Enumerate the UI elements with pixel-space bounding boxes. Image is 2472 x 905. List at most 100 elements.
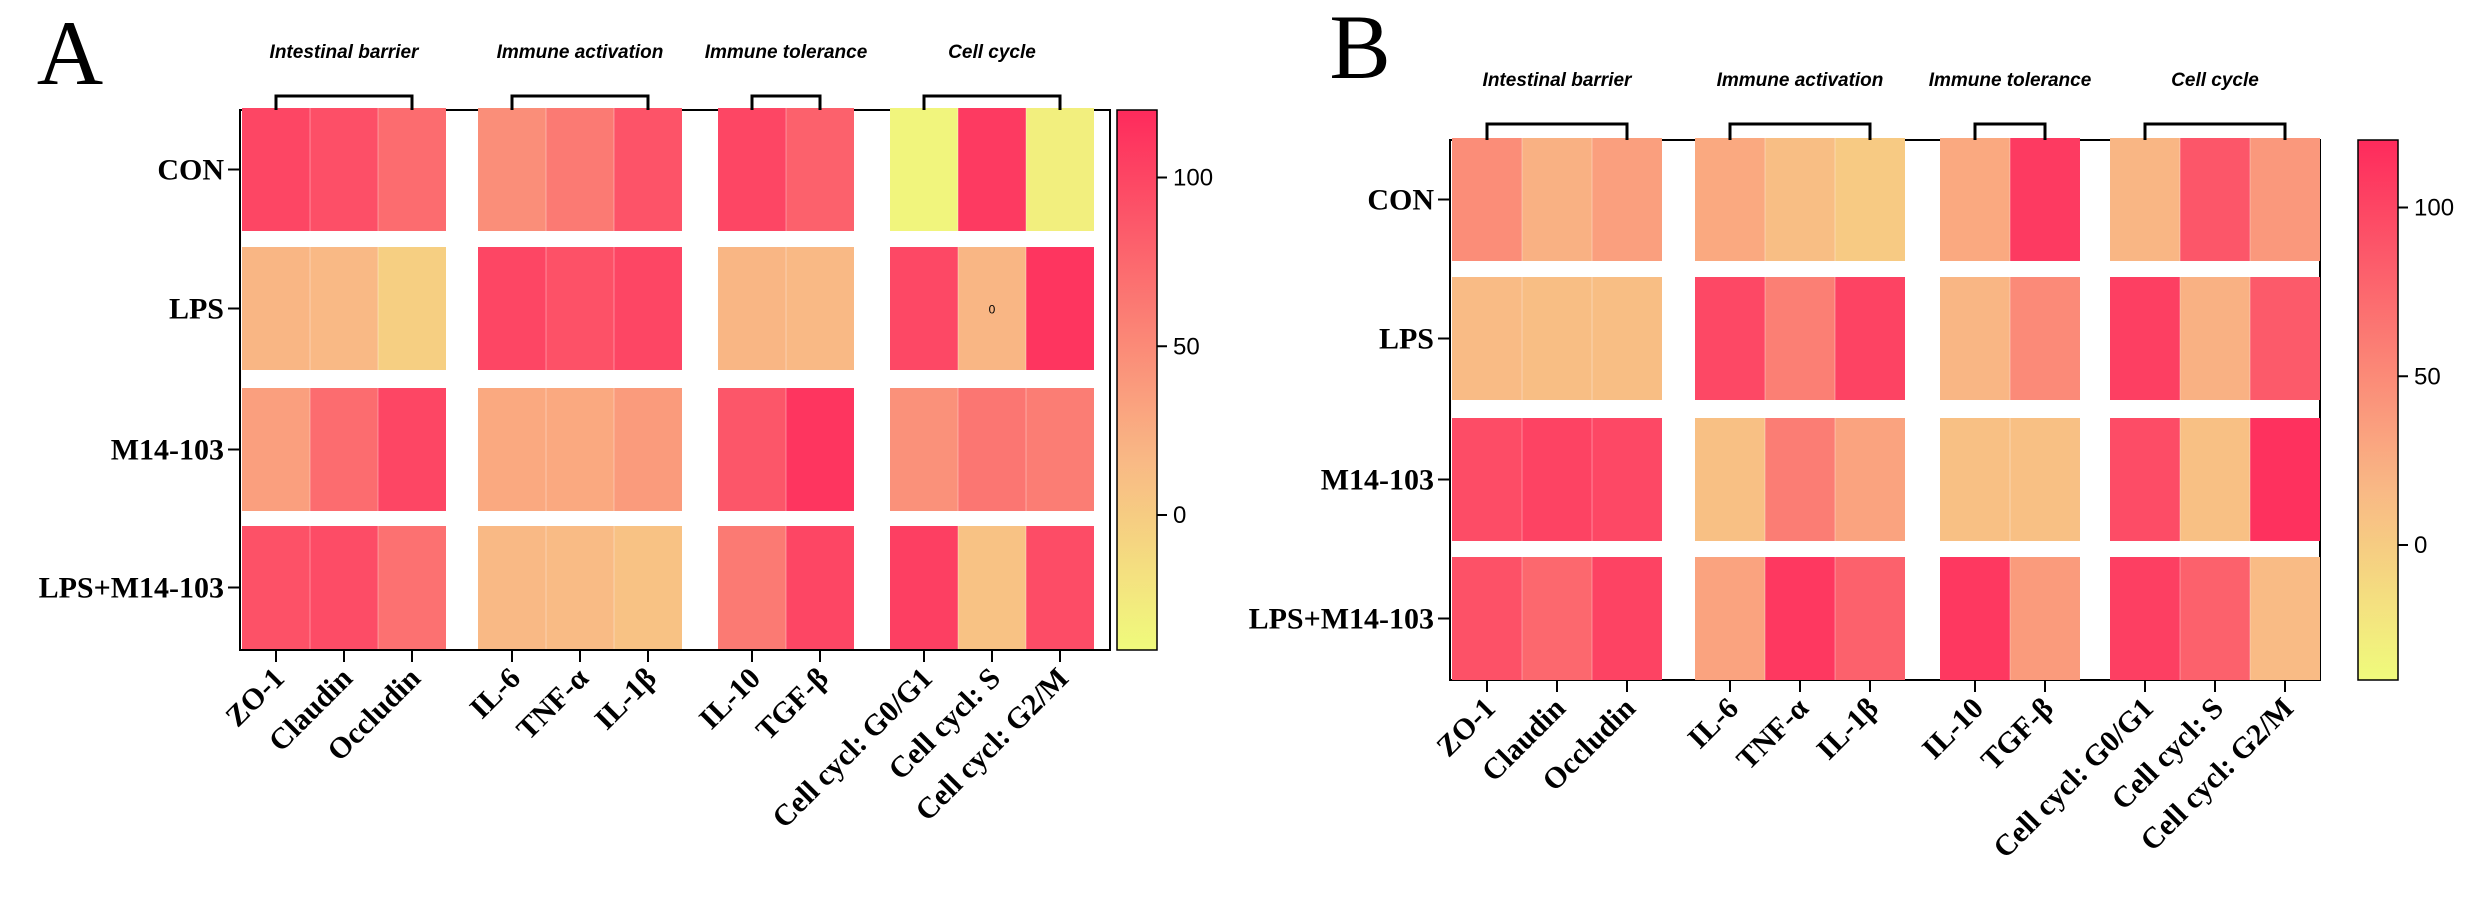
heatmap-cell [2250, 557, 2320, 680]
heatmap-cell [1835, 557, 1905, 680]
heatmap-cell [1592, 277, 1662, 400]
colorbar-tick-label: 50 [2414, 363, 2441, 390]
heatmap-cell [2180, 138, 2250, 261]
colorbar-tick-label: 100 [2414, 195, 2454, 222]
heatmap-cell [1940, 138, 2010, 261]
group-label: Intestinal barrier [1483, 70, 1633, 91]
heatmap-cell [1765, 138, 1835, 261]
heatmap-cell [2180, 418, 2250, 541]
heatmap-cell [614, 247, 682, 370]
group-bracket [750, 94, 822, 110]
heatmap-cell [1026, 108, 1094, 231]
cell-annotation: 0 [989, 303, 996, 317]
heatmap-cell [478, 388, 546, 511]
group-label: Cell cycle [2171, 70, 2259, 91]
row-label: LPS+M14-103 [1249, 603, 1434, 636]
group-label: Immune tolerance [1929, 70, 2092, 91]
heatmap-cell [2010, 138, 2080, 261]
heatmap-cell [718, 108, 786, 231]
heatmap-cell [242, 108, 310, 231]
heatmap-cell [378, 388, 446, 511]
heatmap-cell [1452, 418, 1522, 541]
heatmap-cell [1522, 418, 1592, 541]
heatmap-cell [310, 108, 378, 231]
colorbar-tick-label: 0 [1173, 502, 1186, 529]
heatmap-cell [242, 388, 310, 511]
row-label: M14-103 [1321, 464, 1434, 497]
group-bracket [274, 94, 414, 110]
heatmap-cell [310, 247, 378, 370]
heatmap-cell [1452, 138, 1522, 261]
heatmap-cell [2250, 138, 2320, 261]
heatmap-cell [2110, 418, 2180, 541]
colorbar-tick-label: 50 [1173, 333, 1200, 360]
colorbar-tick-label: 100 [1173, 165, 1213, 192]
heatmap-cell [2110, 557, 2180, 680]
heatmap-cell [478, 247, 546, 370]
group-label: Immune tolerance [705, 42, 868, 63]
heatmap-cell [1940, 557, 2010, 680]
heatmap-cell [1940, 277, 2010, 400]
heatmap-cell [890, 247, 958, 370]
heatmap-cell [1695, 138, 1765, 261]
heatmap-cell [2110, 277, 2180, 400]
heatmap-panel-a: A 0 Intestinal barrier Immune activation Imm… [37, 2, 1213, 835]
group-bracket [2143, 122, 2287, 140]
group-label: Immune activation [1717, 70, 1884, 91]
heatmap-cell [890, 108, 958, 231]
group-bracket [1485, 122, 1629, 140]
heatmap-cell [1835, 418, 1905, 541]
heatmap-cell [378, 526, 446, 649]
column-label: TGF-β [750, 662, 835, 747]
heatmap-cell [614, 108, 682, 231]
panel-letter: B [1329, 0, 1390, 98]
heatmap-cell [1695, 277, 1765, 400]
heatmap-cell [890, 388, 958, 511]
heatmap-cell [1026, 388, 1094, 511]
heatmap-cell [2250, 418, 2320, 541]
heatmap-cell [1765, 418, 1835, 541]
heatmap-cell [1695, 418, 1765, 541]
heatmap-cell [786, 526, 854, 649]
row-label: LPS [169, 293, 224, 326]
heatmap-cell [718, 388, 786, 511]
heatmap-cell [478, 526, 546, 649]
heatmap-cell [2010, 418, 2080, 541]
heatmap-cell [1835, 138, 1905, 261]
heatmap-cell [378, 108, 446, 231]
group-label: Immune activation [497, 42, 664, 63]
heatmap-cell [2250, 277, 2320, 400]
column-label: IL-6 [1682, 692, 1745, 755]
heatmap-cell [1765, 557, 1835, 680]
heatmap-cell [958, 526, 1026, 649]
heatmap-cell [478, 108, 546, 231]
heatmap-cell [1765, 277, 1835, 400]
heatmap-cell [378, 247, 446, 370]
heatmap-cell [242, 247, 310, 370]
heatmap-cell [786, 247, 854, 370]
heatmap-cell [1452, 557, 1522, 680]
heatmap-cell [546, 526, 614, 649]
column-label: TGF-β [1975, 692, 2060, 777]
heatmap-cell [614, 526, 682, 649]
heatmap-cell [1452, 277, 1522, 400]
heatmap-cell [614, 388, 682, 511]
heatmap-cell [1026, 247, 1094, 370]
heatmap-cell [718, 247, 786, 370]
heatmap-cell [2180, 277, 2250, 400]
heatmap-cell [786, 108, 854, 231]
heatmap-cell [1592, 418, 1662, 541]
heatmap-cell [890, 526, 958, 649]
column-label: TNF-α [1730, 691, 1815, 776]
heatmap-cell [242, 526, 310, 649]
row-label: LPS [1379, 323, 1434, 356]
heatmap-cell [1835, 277, 1905, 400]
row-label: CON [157, 154, 224, 187]
heatmap-cell [1592, 138, 1662, 261]
column-label: IL-1β [588, 662, 663, 737]
heatmap-panel-b: B Intestinal barrier Immune activation Immu… [1249, 0, 2454, 865]
colorbar [1116, 109, 1158, 651]
heatmap-cell [1522, 138, 1592, 261]
heatmap-cell [2180, 557, 2250, 680]
